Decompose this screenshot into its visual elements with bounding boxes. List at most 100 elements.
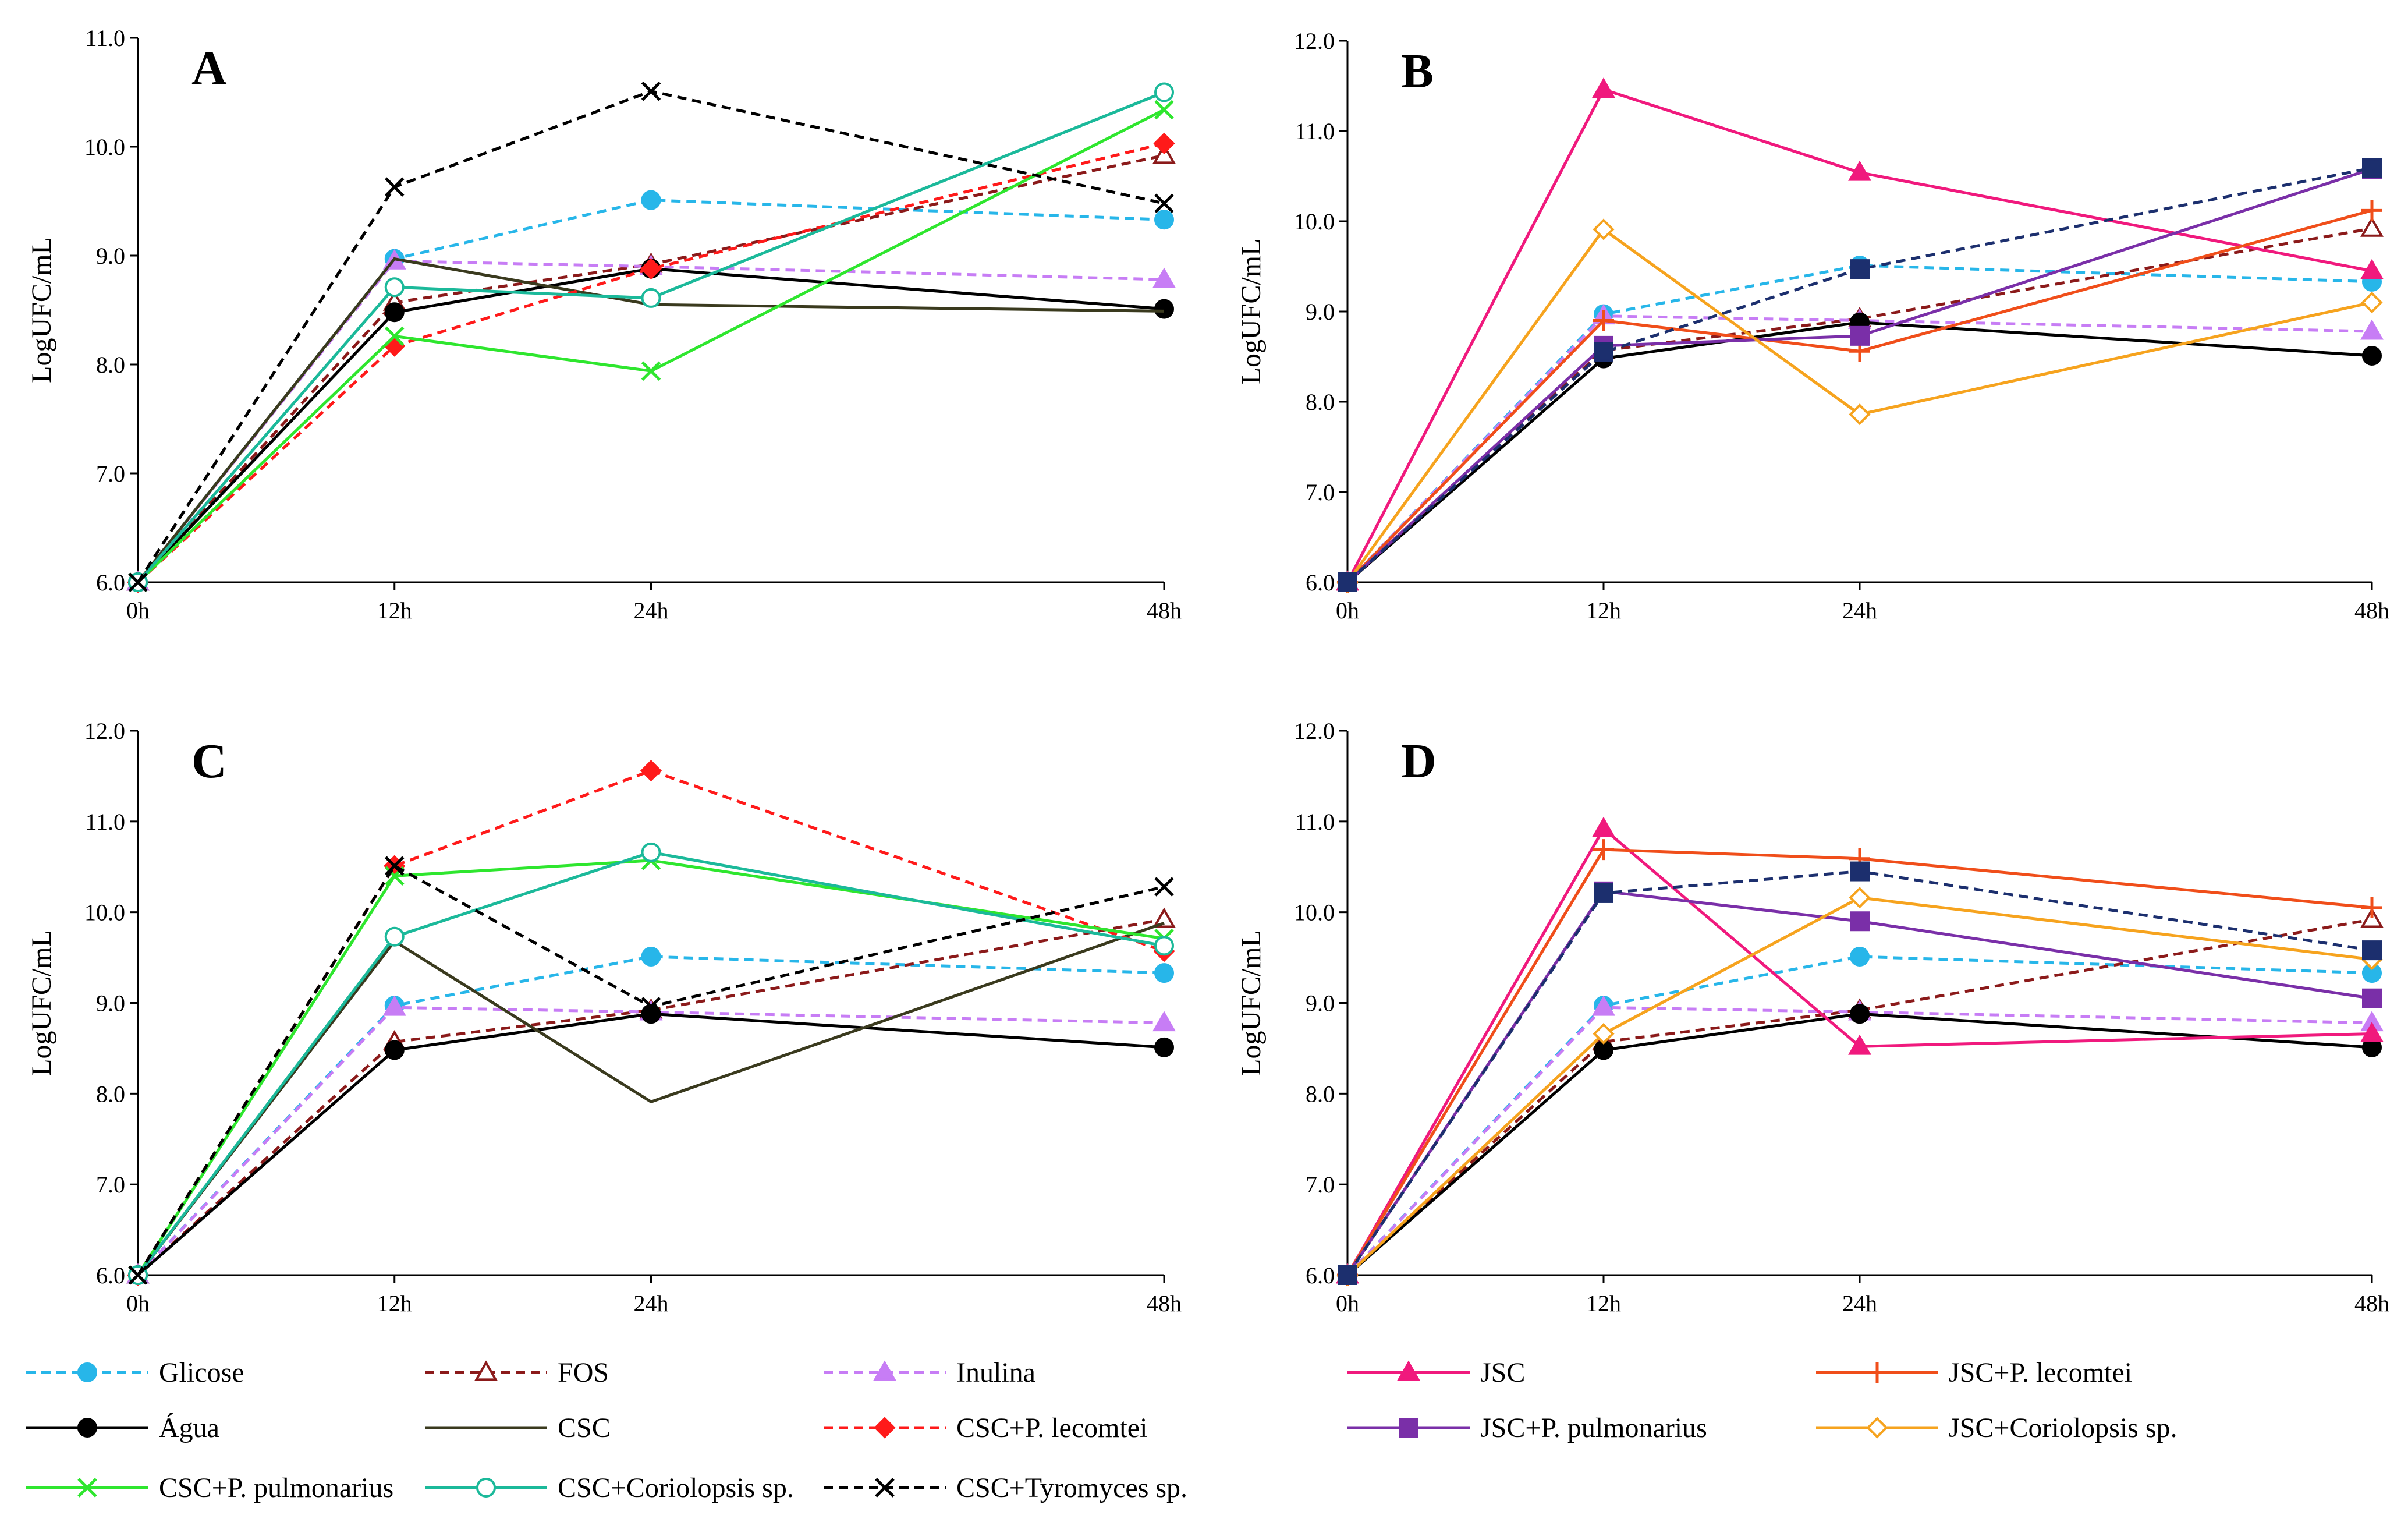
panel-c-data-point <box>1152 1011 1176 1032</box>
panel-c-series-line <box>137 851 1165 1276</box>
panel-b-data-point <box>2361 200 2382 221</box>
legend-marker <box>1866 1417 1888 1439</box>
panel-c-series-csc <box>137 922 1165 1276</box>
panel-b-series-jsc-tyromyces-sp <box>1338 158 2382 592</box>
panel-c-data-point <box>641 996 661 1017</box>
panel-d-y-axis-label: LogUFC/mL <box>1236 930 1267 1076</box>
legend-marker <box>77 1418 97 1438</box>
legend-entry-jsc-coriolopsis-sp: JSC+Coriolopsis sp. <box>1816 1413 2178 1443</box>
panel-a-data-point <box>641 81 661 101</box>
panel-a-label: A <box>191 41 227 95</box>
panel-d-series-line <box>1346 848 2372 1276</box>
panel-d-data-point <box>2362 940 2382 961</box>
panel-c-series-csc-tyromyces-sp <box>128 856 1174 1285</box>
panel-c-data-point <box>1154 963 1174 983</box>
panel-d-ytick-label: 12.0 <box>1294 718 1335 744</box>
panel-c-data-point <box>641 842 661 862</box>
panel-b-data-point <box>2360 216 2384 237</box>
panel-c-data-point <box>382 995 406 1016</box>
panel-b-series-line <box>1346 208 2372 583</box>
panel-c-series-line <box>137 922 1165 1276</box>
panel-b-series-jsc-p-pulmonarius <box>1338 159 2382 592</box>
panel-a-ytick-label: 10.0 <box>84 134 125 160</box>
panel-a-xtick-label: 0h <box>126 597 150 624</box>
legend-entry-fos: FOS <box>425 1357 609 1388</box>
panel-c-data-point <box>1154 936 1174 956</box>
panel-b-data-point <box>1338 572 1357 592</box>
panel-a-data-point <box>1153 132 1175 154</box>
panel-a-data-point <box>1154 82 1174 102</box>
panel-d-ytick-label: 9.0 <box>1306 990 1335 1017</box>
panel-a-series-csc-p-pulmonarius <box>128 100 1174 592</box>
panel-b-data-point <box>1850 259 1870 279</box>
panel-b-ytick-label: 11.0 <box>1295 118 1335 144</box>
panel-d-xtick-label: 24h <box>1842 1290 1877 1316</box>
panel-a-data-point <box>641 190 661 210</box>
panel-d-series-jsc-tyromyces-sp <box>1338 861 2382 1285</box>
panel-c-xtick-label: 12h <box>377 1290 412 1316</box>
panel-b-ytick-label: 8.0 <box>1306 389 1335 415</box>
panel-a-data-point <box>128 572 148 592</box>
panel-c-data-point <box>384 856 405 876</box>
panel-d-data-point <box>1338 1265 1357 1285</box>
panel-d-data-point <box>2362 988 2382 1008</box>
panel-c-ytick-label: 8.0 <box>96 1081 125 1107</box>
panel-a-xtick-label: 24h <box>634 597 669 624</box>
legend-marker <box>476 1478 496 1498</box>
panel-b-xtick-label: 0h <box>1336 597 1359 624</box>
panel-a-y-axis-label: LogUFC/mL <box>26 237 57 383</box>
legend-entry-jsc-p-pulmonarius: JSC+P. pulmonarius <box>1347 1413 1707 1443</box>
panel-b-data-point <box>1593 218 1615 240</box>
panel-b-ytick-label: 6.0 <box>1306 569 1335 596</box>
panel-c-series-csc-p-pulmonarius <box>128 851 1174 1285</box>
panel-b-data-point <box>1849 403 1871 426</box>
panel-d-series-line <box>1346 918 2372 1276</box>
panel-c-data-point <box>640 759 662 782</box>
panel-a-series-fos <box>126 143 1176 591</box>
panel-c-ytick-label: 11.0 <box>85 809 125 835</box>
panel-a-series-line <box>137 154 1165 583</box>
panel-d-series-line <box>1346 896 2372 1276</box>
panel-d-data-point <box>2360 907 2384 928</box>
panel-b-xtick-label: 12h <box>1586 597 1621 624</box>
panel-d-series-line <box>1346 1006 2372 1276</box>
panel-b-data-point <box>2362 345 2382 366</box>
panel-d-data-point <box>1593 1022 1615 1045</box>
legend-label: CSC+Tyromyces sp. <box>956 1473 1187 1503</box>
panel-a-data-point <box>1154 100 1174 120</box>
panel-a-data-point <box>641 288 661 308</box>
legend-entry-inulina: Inulina <box>824 1357 1035 1388</box>
panel-c-ytick-label: 12.0 <box>84 718 125 744</box>
panel-d-xtick-label: 48h <box>2354 1290 2389 1316</box>
panel-b-series-line <box>1346 167 2372 583</box>
panel-b-data-point <box>2360 319 2384 340</box>
panel-c-series-line <box>136 863 1165 1276</box>
panel-c-data-point <box>1154 1037 1174 1057</box>
panel-b-data-point <box>2362 158 2382 178</box>
panel-d-data-point <box>1850 911 1870 932</box>
panel-b-ytick-label: 7.0 <box>1306 479 1335 505</box>
panel-c-y-axis-label: LogUFC/mL <box>26 930 57 1076</box>
panel-a-data-point <box>384 277 405 298</box>
legend-marker <box>1867 1362 1888 1383</box>
panel-d-chart: 6.0 7.0 8.0 9.0 10.0 11.0 12.0 0h 12h 24h 48h LogUF… <box>1236 718 2389 1316</box>
panel-c-data-point <box>641 947 661 967</box>
legend-label: JSC+P. pulmonarius <box>1480 1413 1707 1443</box>
panel-b-data-point <box>2361 291 2383 314</box>
panel-a-series-glicose <box>128 190 1174 592</box>
legend-label: JSC+Coriolopsis sp. <box>1949 1413 2178 1443</box>
panel-b-data-point <box>1593 310 1614 331</box>
panel-d-data-point <box>1593 839 1614 861</box>
panel-b-data-point <box>2360 259 2384 279</box>
panel-b-chart: 6.0 7.0 8.0 9.0 10.0 11.0 12.0 0h 12h 24h 48h LogUF… <box>1236 28 2389 624</box>
panel-a-series-line <box>137 91 1165 583</box>
legend-label: Inulina <box>956 1357 1035 1388</box>
legend-label: Glicose <box>159 1357 244 1388</box>
panel-d-data-point <box>1850 947 1870 967</box>
panel-d-data-point <box>1849 887 1871 909</box>
panel-c-data-point <box>384 1040 405 1060</box>
panel-b-series-line <box>1346 167 2372 583</box>
panel-a-series-line <box>137 267 1165 583</box>
panel-b-data-point <box>1848 160 1871 181</box>
